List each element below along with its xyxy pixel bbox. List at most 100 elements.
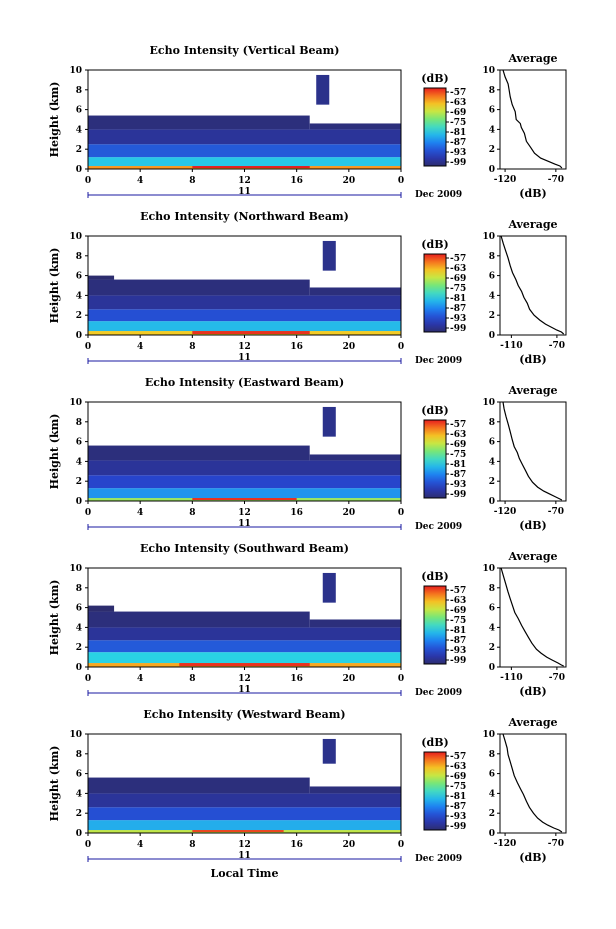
panel-4: Echo Intensity (Westward Beam) 0 2 4 6 8 10 0 4 8… [48,708,567,864]
profile-title: Average [507,716,557,729]
echo-band [88,321,401,332]
x-tick-label: 20 [343,342,356,352]
profile-frame [499,401,567,502]
echo-band [322,572,336,603]
profile-y-tick-label: 10 [482,66,495,76]
colorbar-tick-label: -81 [450,294,466,304]
profile-y-tick-label: 6 [489,604,495,614]
profile-y-tick-label: 10 [482,232,495,242]
echo-band [88,115,310,130]
x-tick-label: 8 [189,674,195,684]
x-tick-label: 0 [85,840,91,850]
y-tick-label: 6 [76,604,82,614]
profile-y-tick-label: 4 [489,623,495,633]
colorbar-tick-label: -69 [450,440,466,450]
colorbar-tick-label: -93 [450,812,466,822]
y-tick-label: 4 [76,623,82,633]
x-tick-label: 0 [85,342,91,352]
colorbar-tick-label: -87 [450,470,466,480]
y-axis-label: Height (km) [48,580,61,656]
x-tick-label: 0 [398,342,404,352]
y-tick-label: 0 [76,497,82,507]
colorbar-tick-label: -63 [450,596,466,606]
day-label: 11 [238,353,251,363]
date-label: Dec 2009 [415,854,462,864]
profile-y-tick-label: 8 [489,750,495,760]
echo-band [88,460,401,476]
echo-band [88,777,310,794]
panel-1: Echo Intensity (Northward Beam) 0 2 4 6 8 10 0 4… [48,210,567,366]
colorbar-tick-label: -63 [450,98,466,108]
colorbar-tick-label: -69 [450,606,466,616]
colorbar-label: (dB) [421,570,448,583]
colorbar-tick-label: -87 [450,636,466,646]
y-tick-label: 8 [76,252,82,262]
profile-x-axis-label: (dB) [519,519,546,532]
colorbar-tick-label: -81 [450,128,466,138]
profile-y-tick-label: 0 [489,331,495,341]
profile-y-tick-label: 8 [489,252,495,262]
profile-frame [499,69,567,170]
x-tick-label: 8 [189,176,195,186]
colorbar-tick-label: -57 [450,420,466,430]
echo-band [309,123,401,130]
colorbar-tick-label: -75 [450,118,466,128]
x-tick-label: 0 [85,674,91,684]
x-tick-label: 16 [290,674,303,684]
colorbar-tick-label: -57 [450,752,466,762]
x-tick-label: 0 [85,508,91,518]
colorbar-tick-label: -99 [450,324,466,334]
profile-x-tick-label: -120 [494,175,517,185]
profile-y-tick-label: 2 [489,311,495,321]
profile-x-axis-label: (dB) [519,353,546,366]
profile-y-tick-label: 10 [482,564,495,574]
x-tick-label: 4 [137,674,143,684]
y-tick-label: 4 [76,125,82,135]
profile-y-tick-label: 4 [489,125,495,135]
echo-band [322,406,336,437]
echo-band [309,619,401,628]
x-tick-label: 16 [290,342,303,352]
colorbar-tick-label: -99 [450,490,466,500]
colorbar [423,253,447,333]
profile-x-axis-label: (dB) [519,851,546,864]
colorbar-tick-label: -93 [450,314,466,324]
x-tick-label: 4 [137,342,143,352]
x-tick-label: 12 [238,176,251,186]
colorbar-tick-label: -63 [450,430,466,440]
echo-band [322,240,336,271]
profile-x-tick-label: -120 [494,507,517,517]
echo-band [88,807,401,821]
echo-band [88,488,401,499]
y-tick-label: 2 [76,145,82,155]
echo-band [88,475,401,489]
profile-title: Average [507,550,557,563]
profile-y-tick-label: 6 [489,770,495,780]
x-tick-label: 20 [343,176,356,186]
y-tick-label: 0 [76,165,82,175]
y-tick-label: 6 [76,106,82,116]
y-tick-label: 6 [76,272,82,282]
x-tick-label: 4 [137,176,143,186]
colorbar-tick-label: -87 [450,802,466,812]
y-tick-label: 6 [76,438,82,448]
profile-x-tick-label: -110 [500,673,523,683]
echo-band [88,275,115,280]
x-tick-label: 8 [189,342,195,352]
y-tick-label: 10 [69,232,82,242]
x-tick-label: 0 [85,176,91,186]
colorbar-tick-label: -75 [450,616,466,626]
colorbar-tick-label: -93 [450,646,466,656]
y-tick-label: 10 [69,66,82,76]
colorbar-tick-label: -75 [450,782,466,792]
y-tick-label: 0 [76,663,82,673]
colorbar [423,751,447,831]
y-tick-label: 2 [76,643,82,653]
profile-y-tick-label: 0 [489,829,495,839]
colorbar [423,419,447,499]
profile-title: Average [507,52,557,65]
echo-band [88,309,401,322]
y-axis-label: Height (km) [48,414,61,490]
x-axis-title: Local Time [211,867,279,880]
